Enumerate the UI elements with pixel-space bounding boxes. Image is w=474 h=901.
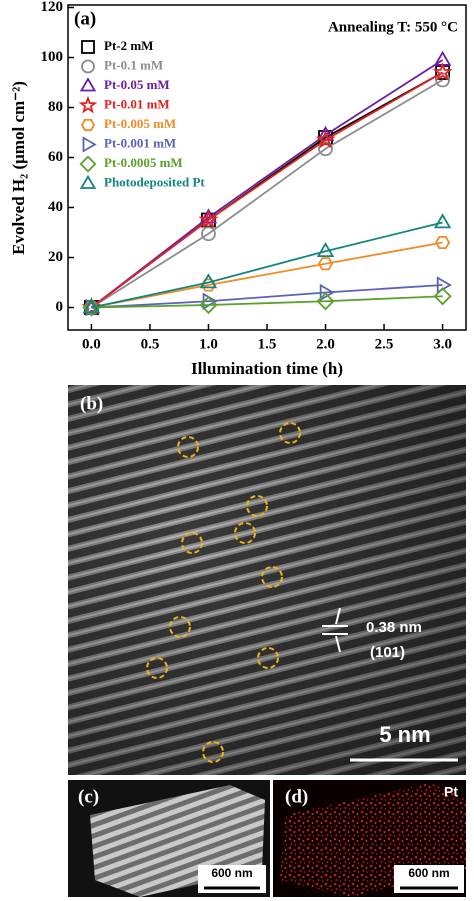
- legend-marker: [82, 136, 97, 153]
- legend-marker: [79, 174, 97, 189]
- element-label: Pt: [444, 784, 458, 800]
- marker: [315, 129, 336, 149]
- x-tick-label: 2.0: [316, 336, 335, 352]
- x-tick-label: 0.5: [141, 336, 160, 352]
- scale-label: 5 nm: [379, 722, 430, 747]
- marker: [319, 283, 335, 302]
- x-tick-label: 1.5: [258, 336, 277, 352]
- y-tick-label: 100: [41, 49, 64, 65]
- marker: [199, 273, 218, 289]
- legend-label: Pt-2 mM: [104, 38, 153, 53]
- legend-marker: [80, 118, 96, 132]
- spacing-marker: [322, 607, 348, 653]
- series-line: [91, 221, 443, 309]
- x-axis-label: Illumination time (h): [191, 359, 343, 378]
- hrtem-shading: [68, 385, 466, 775]
- marker: [82, 298, 101, 314]
- spacing-label: 0.38 nm: [366, 619, 422, 636]
- scale-label: 600 nm: [408, 866, 449, 880]
- marker: [82, 298, 101, 317]
- series-line: [91, 241, 443, 309]
- legend-marker: [78, 95, 98, 114]
- marker: [201, 226, 216, 242]
- marker: [432, 62, 453, 81]
- plane-label: (101): [370, 644, 405, 661]
- y-tick-label: 120: [41, 0, 64, 15]
- x-tick-label: 1.0: [199, 336, 218, 352]
- y-tick-label: 20: [48, 249, 63, 265]
- marker: [316, 241, 335, 258]
- scale-label: 600 nm: [211, 866, 252, 880]
- legend-label: Pt-0.05 mM: [104, 77, 170, 92]
- legend-label: Pt-0.0005 mM: [104, 155, 183, 170]
- legend-label: Pt-0.001 mM: [104, 135, 176, 150]
- legend-label: Photodeposited Pt: [104, 174, 205, 189]
- chart: (a) Annealing T: 550 °C Illumination tim…: [9, 0, 467, 378]
- marker: [433, 287, 452, 306]
- y-tick-label: 80: [48, 99, 63, 115]
- y-tick-label: 60: [48, 149, 63, 165]
- marker: [433, 213, 452, 229]
- marker: [316, 292, 335, 311]
- pt-markers: [146, 422, 301, 763]
- legend-marker: [81, 40, 95, 54]
- y-axis-label: Evolved H₂ (μmol cm⁻²): [9, 81, 28, 255]
- panel-label: (a): [74, 8, 96, 29]
- x-tick-label: 2.5: [375, 336, 394, 352]
- y-tick-label: 0: [56, 299, 64, 315]
- panel-label: (b): [80, 393, 103, 414]
- legend-label: Pt-0.1 mM: [104, 57, 163, 72]
- x-tick-label: 0.0: [82, 336, 101, 352]
- eds-panel: (d) Pt 600 nm: [273, 780, 466, 897]
- panel-label: (c): [78, 786, 99, 807]
- series-line: [91, 295, 443, 309]
- legend-marker: [79, 77, 97, 92]
- y-tick-label: 40: [48, 199, 63, 215]
- annotation: Annealing T: 550 °C: [328, 19, 458, 35]
- series-line: [90, 79, 444, 309]
- x-tick-label: 3.0: [433, 336, 452, 352]
- marker: [199, 295, 218, 315]
- series-line: [90, 59, 444, 309]
- hrtem-panel: (b) 0.38 nm (101) 5 nm: [68, 385, 466, 775]
- legend-label: Pt-0.005 mM: [104, 116, 176, 131]
- sem-panel: (c) 600 nm: [68, 780, 270, 897]
- legend-marker: [79, 155, 97, 173]
- legend-label: Pt-0.01 mM: [104, 96, 170, 111]
- legend-marker: [81, 59, 95, 74]
- series-line: [91, 284, 443, 309]
- series-line: [90, 71, 444, 309]
- panel-label: (d): [285, 786, 308, 807]
- marker: [198, 209, 219, 229]
- marker: [317, 257, 334, 271]
- marker: [435, 235, 451, 250]
